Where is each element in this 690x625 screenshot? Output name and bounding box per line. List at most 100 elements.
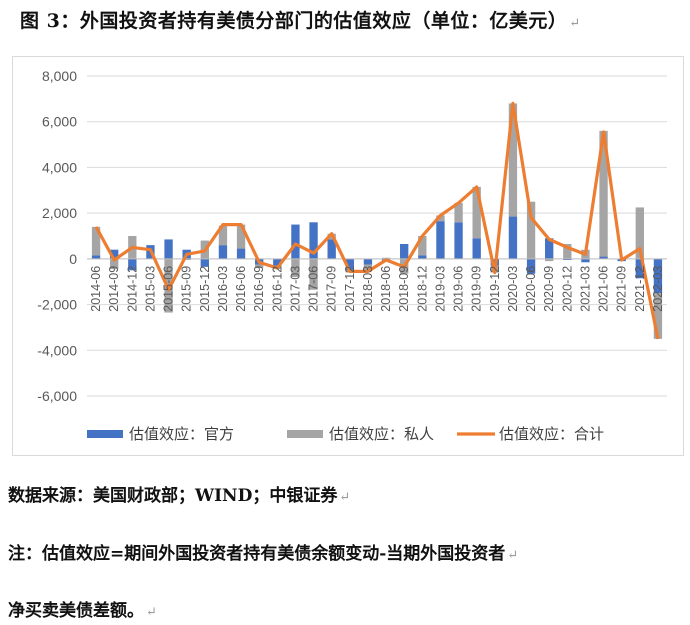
x-tick-label: 2016-03: [216, 266, 230, 312]
x-tick-label: 2017-06: [307, 266, 321, 312]
official-bar: [91, 255, 101, 259]
private-bar: [508, 103, 518, 217]
y-tick-label: -2,000: [37, 297, 77, 313]
private-bar: [526, 201, 536, 259]
x-tick-label: 2015-06: [162, 266, 176, 312]
valuation-effect-chart: 8,000 6,000 4,000 2,000 0 -2,000 -4,000 -6,000 2…: [37, 68, 667, 443]
private-bar: [182, 258, 191, 260]
private-bar: [255, 264, 264, 268]
note-line-1: 注：估值效应=期间外国投资者持有美债余额变动-当期外国投资者 ↵: [8, 544, 519, 564]
x-tick-label: 2018-12: [415, 266, 429, 312]
legend-swatch: [287, 430, 323, 438]
official-bar: [599, 256, 608, 259]
official-bar: [327, 239, 336, 259]
private-bar: [436, 215, 445, 222]
private-bar: [110, 258, 119, 270]
x-tick-label: 2017-09: [325, 266, 339, 312]
legend-label: 估值效应：合计: [499, 425, 604, 443]
private-bar: [599, 130, 608, 257]
official-bar: [236, 248, 246, 259]
official-bar: [164, 239, 173, 259]
x-tick-label: 2014-06: [89, 266, 103, 312]
x-tick-label: 2020-06: [524, 266, 538, 312]
y-tick-label: 8,000: [42, 68, 77, 84]
official-bar: [345, 258, 354, 271]
official-bar: [309, 222, 318, 259]
official-bar: [635, 258, 644, 279]
chart-frame: [12, 56, 684, 456]
official-bar: [363, 258, 373, 265]
x-tick-label: 2015-09: [180, 266, 194, 312]
official-bar: [545, 238, 554, 259]
official-bar: [200, 258, 209, 267]
private-bar: [418, 236, 427, 256]
private-bar: [164, 258, 173, 313]
private-bar: [635, 207, 644, 259]
private-bar: [653, 293, 663, 339]
x-tick-label: 2018-06: [379, 266, 393, 312]
official-bar: [400, 244, 409, 259]
x-tick-label: 2016-12: [270, 266, 284, 312]
private-bar: [363, 264, 373, 272]
private-bar: [91, 226, 101, 256]
official-bar: [454, 222, 463, 259]
x-tick-label: 2020-03: [506, 266, 520, 312]
x-tick-label: 2019-03: [433, 266, 447, 312]
x-tick-label: 2020-12: [560, 266, 574, 312]
private-bar: [236, 224, 246, 249]
legend-swatch: [87, 430, 123, 438]
x-tick-label: 2016-06: [234, 266, 248, 312]
x-tick-label: 2019-09: [470, 266, 484, 312]
total-line: [94, 101, 660, 340]
legend-label: 估值效应：私人: [329, 425, 434, 443]
private-bar: [545, 258, 554, 262]
x-tick-label: 2015-12: [198, 266, 212, 312]
private-bar: [454, 202, 463, 223]
x-tick-label: 2021-09: [615, 266, 629, 312]
official-bar: [128, 258, 137, 271]
x-tick-label: 2021-06: [597, 266, 611, 312]
data-source-note: 数据来源：美国财政部；WIND；中银证券 ↵: [8, 486, 351, 506]
x-tick-label: 2017-12: [343, 266, 357, 312]
x-tick-label: 2018-09: [397, 266, 411, 312]
official-bar: [273, 258, 282, 266]
official-bar: [526, 258, 536, 274]
x-tick-label: 2020-09: [542, 266, 556, 312]
official-bar: [581, 258, 590, 263]
x-tick-label: 2018-03: [361, 266, 375, 312]
official-bar: [472, 238, 481, 259]
official-bar: [508, 216, 518, 259]
x-tick-label: 2015-03: [143, 266, 157, 312]
official-bar: [218, 245, 228, 259]
x-tick-label: 2021-12: [633, 266, 647, 312]
legend-label: 估值效应：官方: [129, 425, 234, 443]
official-bar: [653, 258, 663, 294]
official-bar: [418, 255, 427, 259]
y-tick-label: 4,000: [42, 159, 77, 175]
y-tick-label: 6,000: [42, 114, 77, 130]
official-bar: [291, 224, 300, 259]
x-tick-label: 2016-09: [252, 266, 266, 312]
x-tick-label: 2014-12: [125, 266, 139, 312]
private-bar: [472, 186, 481, 239]
note-line-2: 净买卖美债差额。 ↵: [8, 601, 157, 621]
x-tick-label: 2014-09: [107, 266, 121, 312]
x-tick-label: 2017-03: [288, 266, 302, 312]
figure-title: 图 3：外国投资者持有美债分部门的估值效应（单位：亿美元） ↵: [20, 10, 581, 32]
private-bar: [563, 244, 572, 259]
private-bar: [309, 258, 318, 290]
x-tick-label: 2021-03: [578, 266, 592, 312]
private-bar: [381, 257, 391, 259]
private-bar: [291, 258, 300, 278]
y-tick-label: 0: [69, 251, 77, 267]
x-tick-label: 2019-06: [452, 266, 466, 312]
paragraph-mark-icon: ↵: [569, 16, 581, 31]
official-bar: [110, 249, 119, 259]
x-tick-label: 2022-03: [651, 266, 665, 312]
official-bar: [436, 221, 445, 259]
official-bar: [563, 258, 572, 260]
y-tick-label: -4,000: [37, 342, 77, 358]
y-tick-label: 2,000: [42, 205, 77, 221]
x-tick-label: 2019-12: [488, 266, 502, 312]
private-bar: [218, 225, 228, 246]
